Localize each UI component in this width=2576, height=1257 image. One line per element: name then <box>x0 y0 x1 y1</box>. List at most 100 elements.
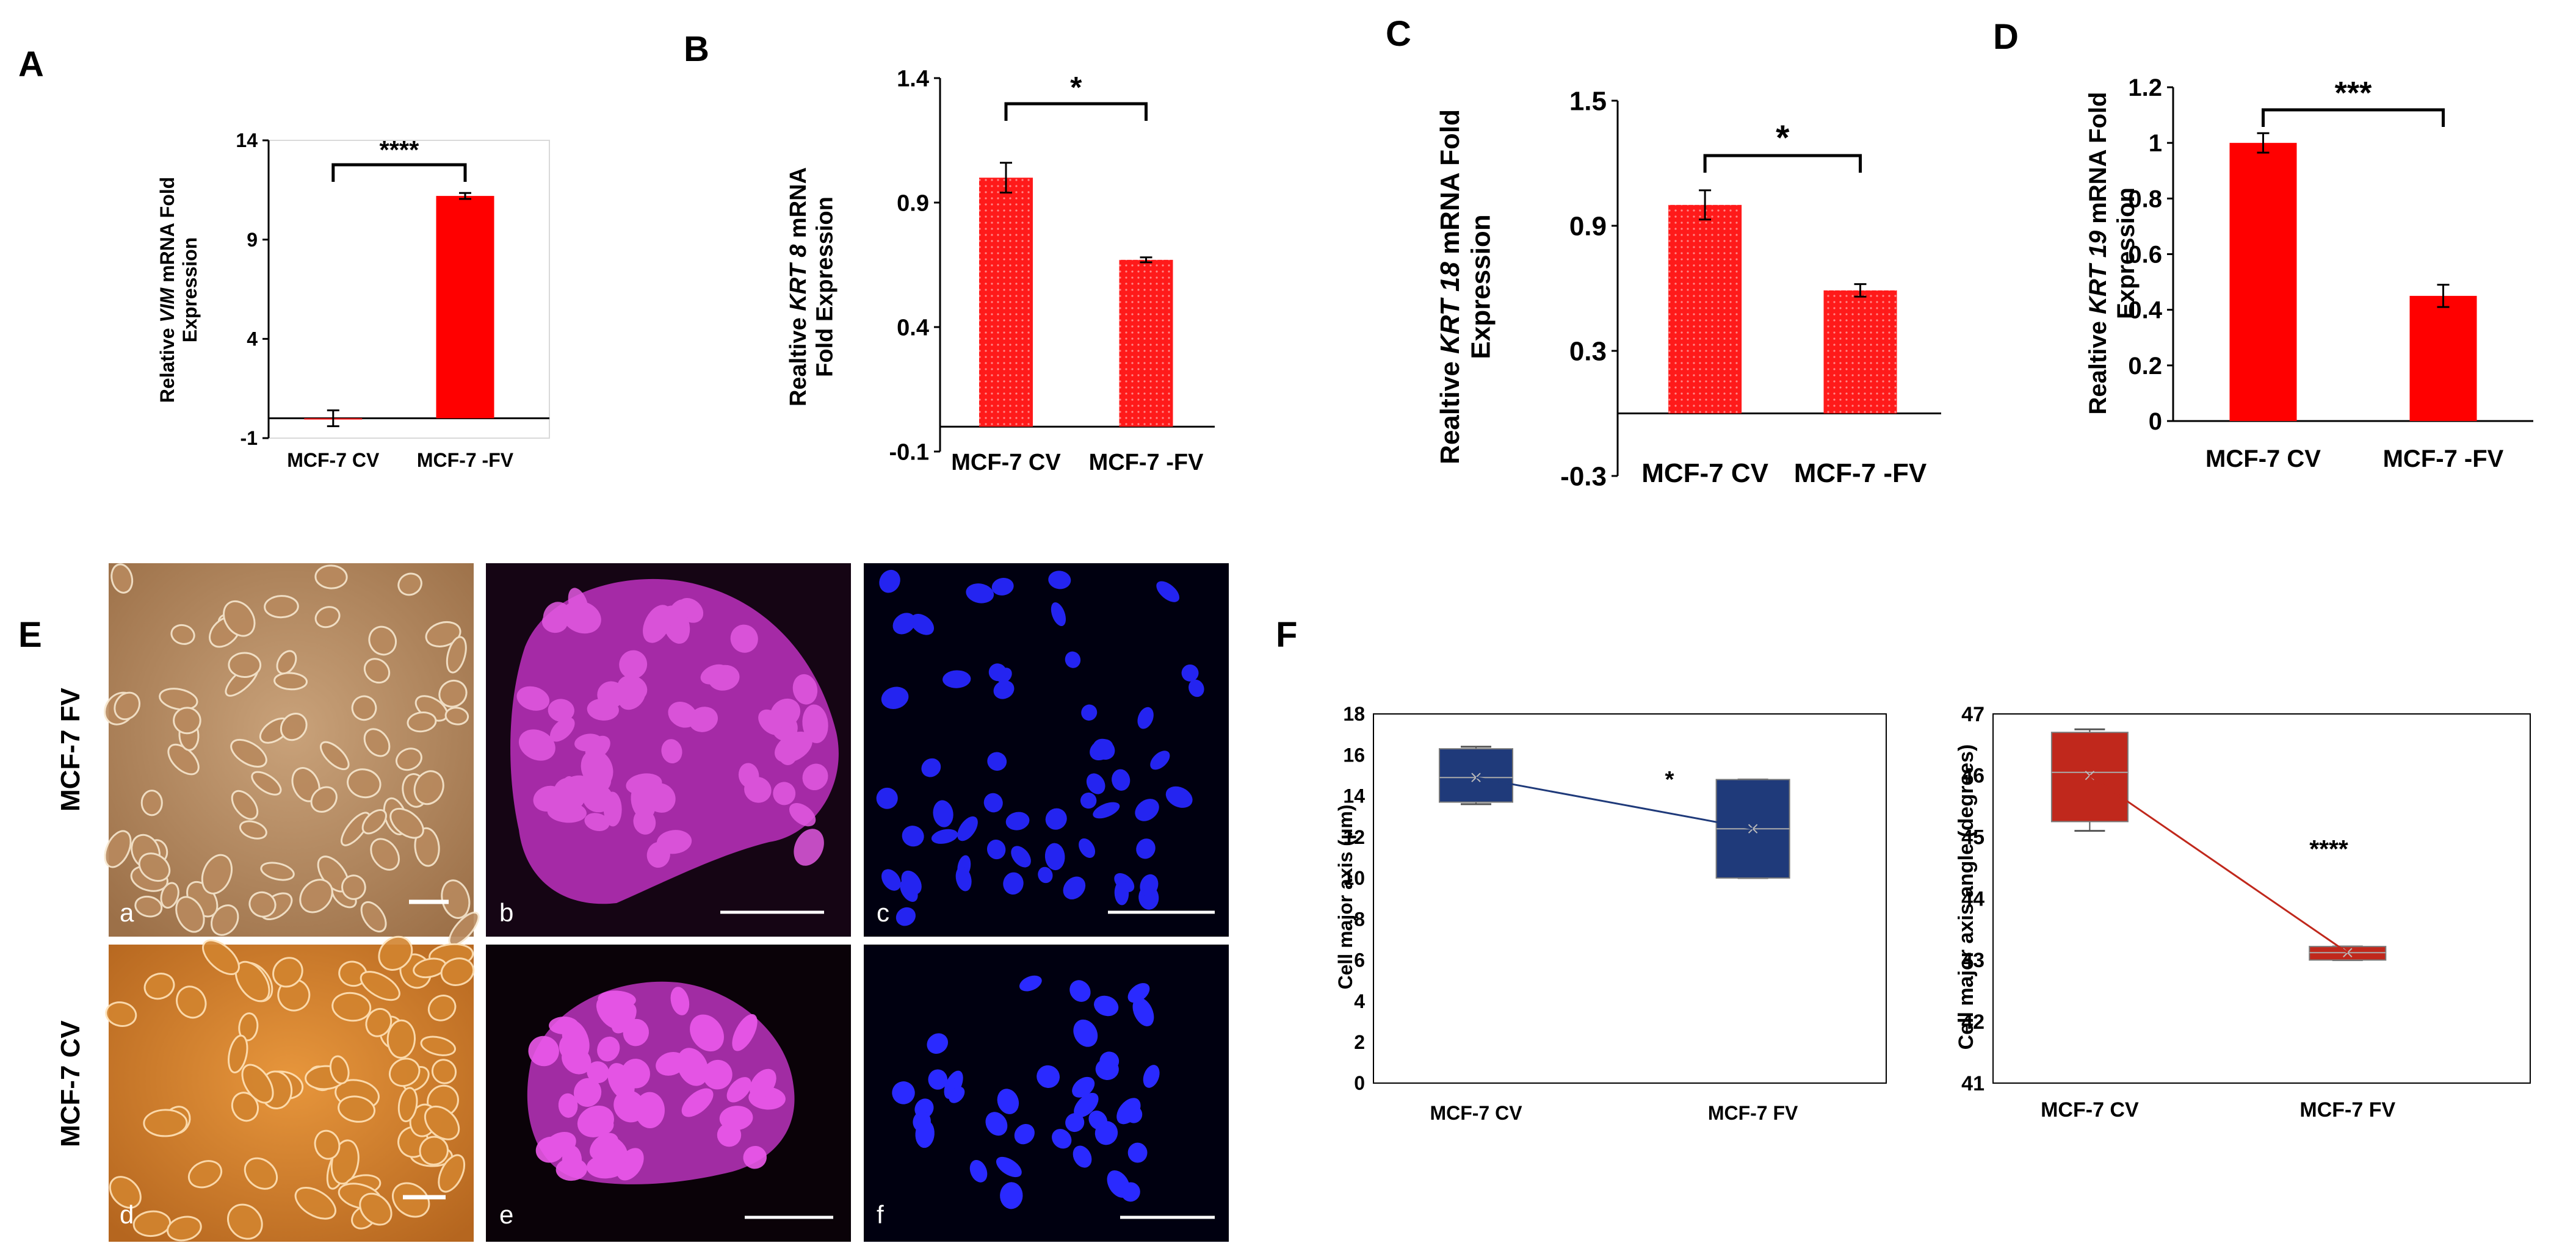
box-cv <box>2050 732 2129 823</box>
y-tick-label: 1.5 <box>1569 86 1607 116</box>
cell-mark <box>597 1036 620 1062</box>
cell-mark <box>1181 664 1199 682</box>
cell-mark <box>392 1182 430 1218</box>
y-tick-label: 10 <box>1343 867 1365 889</box>
plot-frame <box>1992 713 2531 1084</box>
cell-mark <box>431 1059 457 1084</box>
cell-mark <box>176 985 207 1019</box>
cell-mark <box>1019 975 1042 992</box>
cell-mark <box>361 809 387 835</box>
cell-mark <box>114 691 141 721</box>
cell-mark <box>1143 1065 1160 1088</box>
y-tick-label: 1.4 <box>897 66 929 92</box>
cell-mark <box>363 658 391 684</box>
y-tick-label: -0.3 <box>1560 461 1607 491</box>
cell-mark <box>1063 876 1086 899</box>
cell-mark <box>227 1203 263 1240</box>
cell-mark <box>167 743 200 776</box>
y-tick-label: 0 <box>1354 1072 1365 1094</box>
cell-mark <box>902 826 924 847</box>
cell-mark <box>876 787 898 809</box>
cell-mark <box>272 957 303 988</box>
cell-mark <box>516 686 550 711</box>
y-tick-label: 0.9 <box>897 190 929 216</box>
cell-mark <box>1136 838 1156 859</box>
cell-mark <box>986 839 1006 860</box>
x-tick-label: MCF-7 -FV <box>2383 445 2504 472</box>
micrograph-b-cytoskeleton-stain: b <box>486 563 851 937</box>
y-tick-label: 44 <box>1961 887 1984 910</box>
cell-mark <box>104 830 132 868</box>
cell-mark <box>681 1088 714 1117</box>
x-tick-label: MCF-7 CV <box>2205 445 2321 472</box>
y-tick-label: 0.8 <box>2128 185 2162 212</box>
y-tick-label: 8 <box>1354 908 1365 930</box>
y-axis-label-gene: KRT 19 <box>2085 230 2111 314</box>
bar-cv <box>979 178 1033 427</box>
cell-mark <box>549 717 575 742</box>
cell-mark <box>370 838 400 871</box>
cell-mark <box>231 790 259 820</box>
y-tick-label: 43 <box>1961 949 1984 972</box>
cell-mark <box>1069 980 1091 1002</box>
y-tick-label: -1 <box>241 427 258 449</box>
cell-mark <box>913 1111 931 1132</box>
y-tick-label: 46 <box>1961 765 1984 788</box>
y-tick-label: 6 <box>1354 949 1365 971</box>
cell-mark <box>134 895 163 918</box>
cell-mark <box>987 752 1007 771</box>
cell-mark <box>643 605 672 643</box>
cell-mark <box>440 957 475 986</box>
y-tick-label: 0.2 <box>2128 353 2162 380</box>
cell-mark <box>1074 1093 1099 1118</box>
x-tick-label: MCF-7 -FV <box>1089 450 1204 475</box>
row-label-fv: MCF-7 FV <box>56 687 85 812</box>
cell-mark <box>586 1154 626 1179</box>
significance-label: * <box>1665 766 1674 793</box>
cell-mark <box>347 768 382 799</box>
cell-mark <box>1073 1019 1098 1047</box>
cell-mark <box>1014 1123 1035 1145</box>
y-tick-label: 0.4 <box>2128 297 2162 324</box>
cell-mark <box>264 595 299 619</box>
y-axis-label: Cell major axis (µm) <box>1334 805 1356 990</box>
cell-mark <box>446 636 467 674</box>
y-axis-label: Cell major axis angle (degrees) <box>1955 744 1978 1050</box>
cell-mark <box>395 747 422 771</box>
cell-mark <box>110 563 134 594</box>
y-axis-label: Relative VIM mRNA Fold <box>156 177 178 403</box>
panel-letter-b: B <box>684 29 709 69</box>
cell-mark <box>310 786 338 813</box>
significance-label: * <box>1776 118 1790 157</box>
cell-mark <box>260 862 295 881</box>
cell-mark <box>931 829 958 844</box>
cell-mark <box>584 813 610 832</box>
y-axis-label-gene: KRT 8 <box>786 244 811 311</box>
cell-mark <box>1072 1076 1095 1098</box>
cell-mark <box>548 699 574 722</box>
cell-mark <box>750 1068 776 1100</box>
cell-mark <box>955 866 972 891</box>
significance-label: **** <box>380 135 420 164</box>
cell-mark <box>528 1035 559 1067</box>
cell-mark <box>1048 571 1071 589</box>
cell-mark <box>397 1087 418 1123</box>
chart-krt18-expression: -0.3 0.3 0.9 1.5 MCF-7 CV MCF-7 -FV * Realtive … <box>1435 86 1941 491</box>
cell-mark <box>202 939 240 975</box>
cell-mark <box>419 1136 449 1166</box>
y-axis-label-part: mRNA <box>786 167 811 245</box>
cell-mark <box>1081 704 1098 721</box>
cell-mark <box>280 713 308 741</box>
cell-mark <box>949 1086 965 1103</box>
cell-mark <box>879 569 900 593</box>
y-axis-label-part: mRNA Fold <box>1435 109 1465 262</box>
cell-mark <box>1065 651 1081 668</box>
y-axis-label-part: Realtive <box>1435 354 1465 464</box>
cell-mark <box>427 995 457 1021</box>
cell-mark <box>617 675 648 702</box>
cell-mark <box>173 707 201 735</box>
cell-mark <box>140 790 163 816</box>
x-tick-label: MCF-7 FV <box>2299 1098 2395 1122</box>
cell-mark <box>997 1089 1019 1114</box>
cell-mark <box>320 741 350 771</box>
